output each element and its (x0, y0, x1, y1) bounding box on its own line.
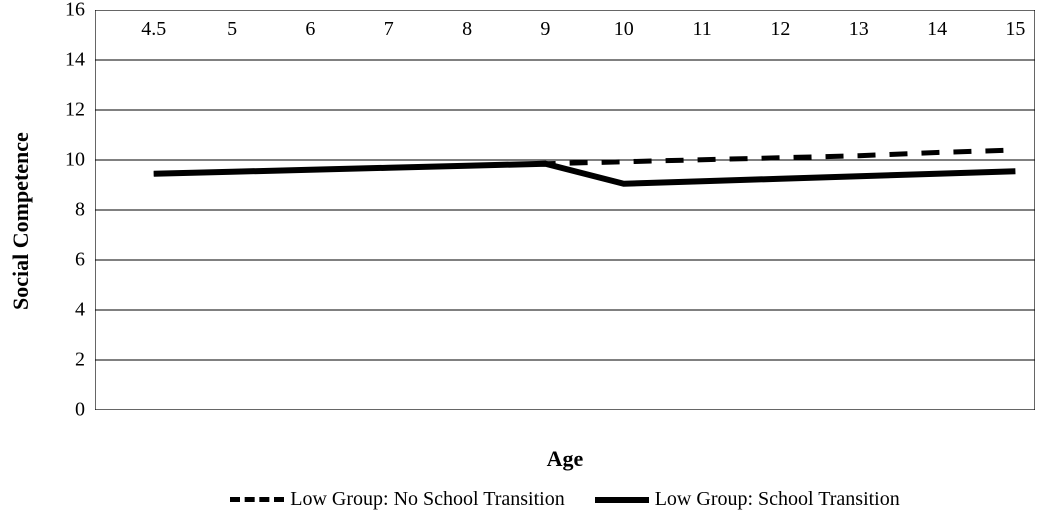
legend-item: Low Group: School Transition (595, 488, 900, 511)
x-tick-label: 9 (540, 10, 550, 41)
legend-label: Low Group: No School Transition (290, 488, 564, 511)
y-tick-label: 2 (75, 349, 95, 372)
legend: Low Group: No School Transition Low Group… (95, 488, 1035, 511)
x-tick-label: 12 (770, 10, 790, 41)
y-tick-label: 10 (65, 149, 95, 172)
y-tick-label: 8 (75, 199, 95, 222)
y-tick-label: 12 (65, 99, 95, 122)
x-tick-label: 11 (692, 10, 711, 41)
y-tick-label: 16 (65, 0, 95, 22)
y-axis-label: Social Competence (8, 132, 34, 310)
legend-label: Low Group: School Transition (655, 488, 900, 511)
x-tick-label: 8 (462, 10, 472, 41)
y-tick-label: 14 (65, 49, 95, 72)
x-tick-label: 10 (614, 10, 634, 41)
legend-swatch (595, 497, 649, 503)
legend-item: Low Group: No School Transition (230, 488, 564, 511)
y-tick-label: 4 (75, 299, 95, 322)
plot-area: 0246810121416 4.556789101112131415 (95, 10, 1035, 410)
chart-container: { "chart": { "type": "line", "ylabel": "… (0, 0, 1050, 522)
y-tick-label: 0 (75, 399, 95, 422)
x-tick-label: 6 (305, 10, 315, 41)
chart-svg (95, 10, 1035, 410)
y-tick-label: 6 (75, 249, 95, 272)
series-line (154, 164, 1016, 184)
x-tick-label: 14 (927, 10, 947, 41)
x-axis-label: Age (95, 446, 1035, 472)
x-tick-label: 13 (849, 10, 869, 41)
x-tick-label: 4.5 (141, 10, 166, 41)
x-tick-label: 5 (227, 10, 237, 41)
x-tick-label: 7 (384, 10, 394, 41)
legend-swatch (230, 497, 284, 502)
x-tick-label: 15 (1005, 10, 1025, 41)
